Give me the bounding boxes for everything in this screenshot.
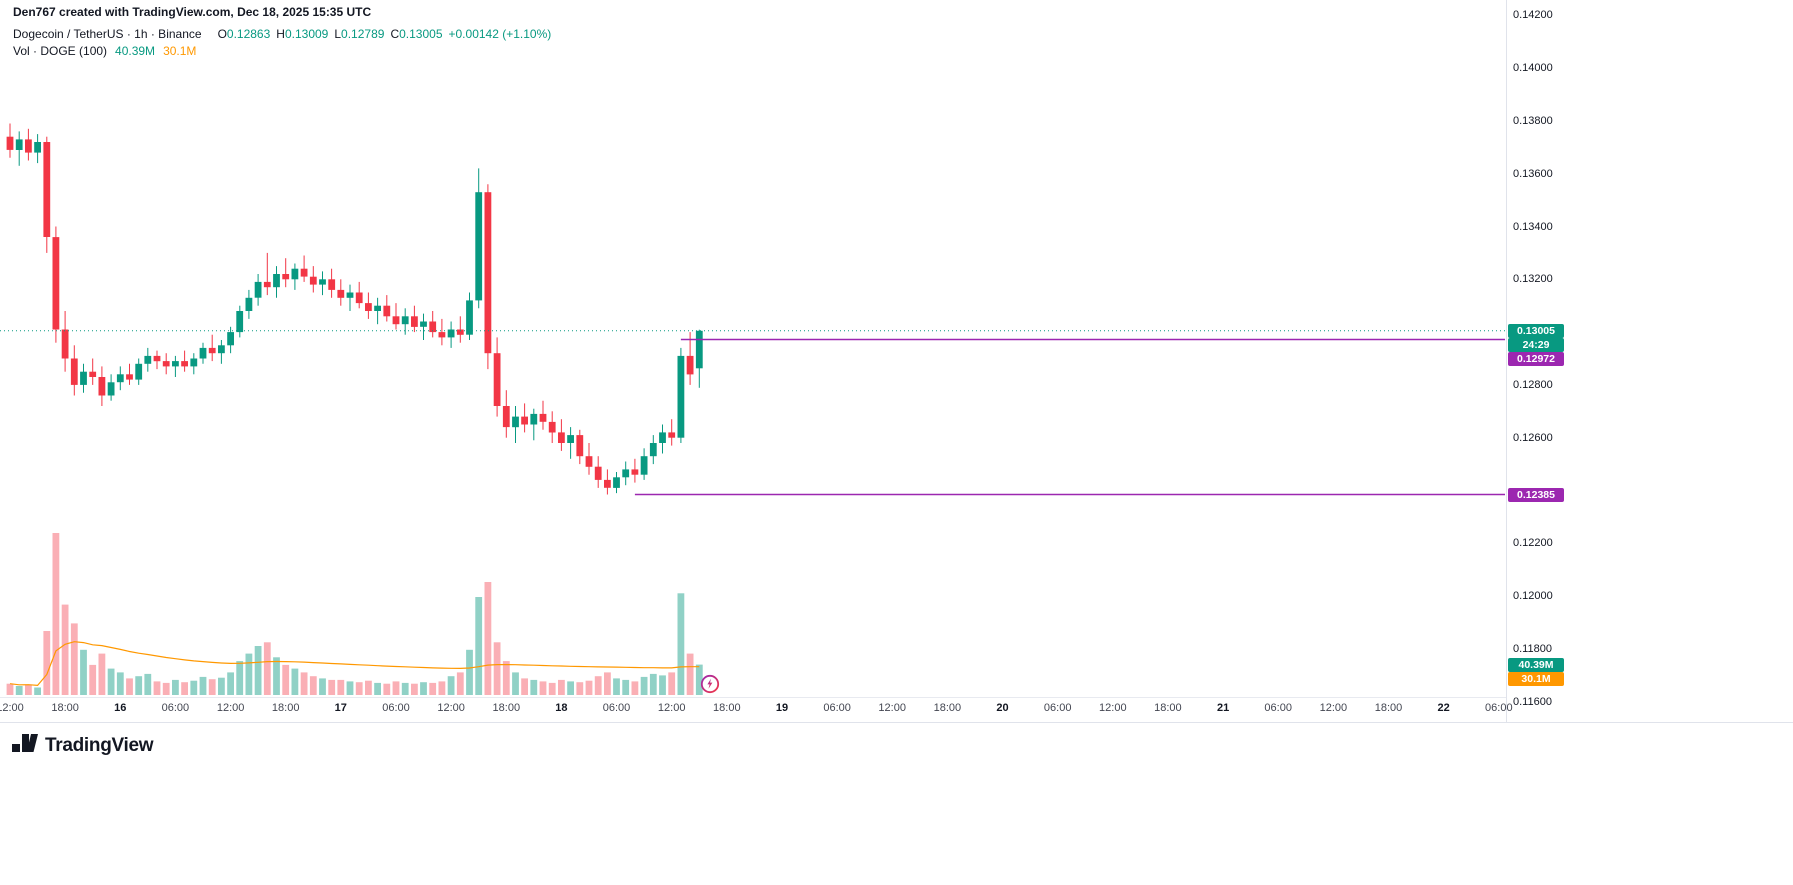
boost-lightning-icon[interactable]	[700, 674, 720, 694]
time-axis-hour-label: 12:00	[878, 702, 906, 714]
price-axis-label: 0.12600	[1513, 431, 1553, 444]
time-axis-day-label: 18	[555, 702, 568, 714]
level-badge-upper: 0.12972	[1508, 351, 1564, 366]
price-axis-label: 0.12800	[1513, 378, 1553, 391]
time-axis-day-label: 21	[1216, 702, 1230, 714]
time-axis-hour-label: 18:00	[933, 702, 962, 714]
time-axis-hour-label: 12:00	[657, 702, 686, 714]
time-axis-hour-label: 12:00	[437, 702, 465, 714]
price-axis-label: 0.12000	[1513, 590, 1553, 603]
high-value: 0.13009	[284, 27, 329, 41]
time-axis-hour-label: 18:00	[271, 702, 300, 714]
candlestick-chart-canvas[interactable]	[0, 0, 1793, 722]
volume-title[interactable]: Vol · DOGE (100)	[13, 44, 108, 58]
time-axis-hour-label: 12:00	[1319, 702, 1348, 714]
time-axis-hour-label: 18:00	[1154, 702, 1182, 714]
low-value: 0.12789	[341, 27, 385, 41]
close-value: 0.13005	[399, 27, 443, 41]
plot-bottom-divider	[0, 697, 1506, 698]
time-axis-hour-label: 18:00	[713, 702, 741, 714]
time-axis-hour-label: 06:00	[823, 702, 851, 714]
time-axis-hour-label: 06:00	[1485, 702, 1513, 714]
time-axis-day-label: 20	[996, 702, 1009, 714]
time-axis-hour-label: 06:00	[382, 702, 410, 714]
time-axis-hour-label: 06:00	[1264, 702, 1292, 714]
price-axis-label: 0.14200	[1513, 9, 1553, 22]
low-label: L	[334, 27, 342, 41]
time-axis-hour-label: 06:00	[161, 702, 190, 714]
high-label: H	[276, 27, 285, 41]
time-axis-hour-label: 06:00	[602, 702, 631, 714]
volume-bars	[6, 533, 703, 695]
open-label: O	[217, 27, 227, 41]
footer-brand: TradingView	[12, 731, 154, 760]
price-axis-label: 0.11800	[1513, 642, 1552, 655]
volume-ma-value: 30.1M	[163, 44, 197, 58]
tradingview-wordmark[interactable]: TradingView	[45, 734, 154, 756]
symbol-title[interactable]: Dogecoin / TetherUS · 1h · Binance	[13, 27, 202, 41]
time-axis-hour-label: 12:00	[0, 702, 24, 714]
time-axis-hour-label: 12:00	[1099, 702, 1127, 714]
horizontal-level-lines[interactable]	[0, 330, 1505, 496]
close-label: C	[390, 27, 400, 41]
candle-bodies	[6, 136, 703, 488]
price-axis-label: 0.13600	[1513, 167, 1553, 180]
time-axis-hour-label: 12:00	[216, 702, 245, 714]
price-axis-divider	[1506, 0, 1507, 722]
volume-badge: 40.39M	[1508, 657, 1564, 672]
symbol-legend: Dogecoin / TetherUS · 1h · Binance O0.128…	[13, 27, 551, 41]
price-axis-label: 0.12200	[1513, 537, 1553, 550]
price-axis-label: 0.14000	[1513, 62, 1553, 75]
time-axis-day-label: 19	[775, 702, 789, 714]
volume-ma-badge: 30.1M	[1508, 671, 1564, 686]
time-axis-hour-label: 18:00	[1374, 702, 1403, 714]
volume-legend: Vol · DOGE (100) 40.39M 30.1M	[13, 44, 196, 58]
tradingview-logo-icon[interactable]	[12, 731, 38, 760]
change-value: +0.00142 (+1.10%)	[448, 27, 552, 41]
level-badge-lower: 0.12385	[1508, 487, 1564, 502]
volume-value: 40.39M	[115, 44, 156, 58]
time-axis-hour-label: 18:00	[51, 702, 79, 714]
footer-divider	[0, 722, 1793, 723]
time-axis-hour-label: 18:00	[492, 702, 521, 714]
open-value: 0.12863	[226, 27, 271, 41]
time-axis-day-label: 22	[1437, 702, 1450, 714]
time-axis-hour-label: 06:00	[1043, 702, 1072, 714]
current-price-badge: 0.13005	[1508, 323, 1564, 338]
time-axis-day-label: 16	[114, 702, 127, 714]
price-axis-label: 0.13200	[1513, 273, 1553, 286]
candle-wicks	[9, 123, 700, 495]
time-axis-day-label: 17	[334, 702, 347, 714]
volume-ma-line	[9, 641, 700, 687]
countdown-badge: 24:29	[1508, 337, 1564, 352]
watermark-attribution: Den767 created with TradingView.com, Dec…	[13, 5, 372, 19]
price-axis-label: 0.13800	[1513, 114, 1553, 127]
price-axis-label: 0.11600	[1513, 695, 1552, 708]
price-axis-label: 0.13400	[1513, 220, 1553, 233]
